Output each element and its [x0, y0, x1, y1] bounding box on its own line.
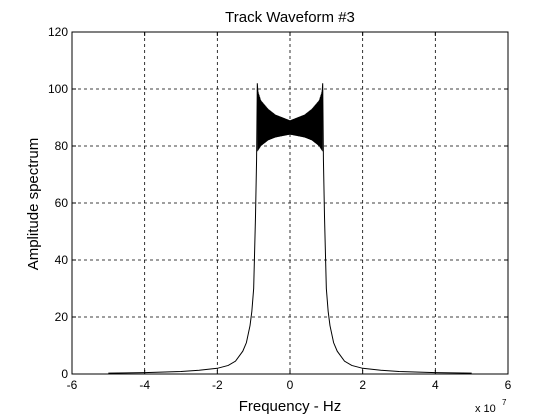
x-tick-label: 4: [432, 378, 439, 392]
y-tick-label: 80: [55, 139, 69, 153]
y-tick-label: 100: [48, 82, 68, 96]
x-tick-label: 0: [287, 378, 294, 392]
x-tick-label: 6: [505, 378, 512, 392]
ripple-band: [256, 88, 324, 152]
y-tick-label: 20: [55, 310, 69, 324]
x-axis-multiplier-exponent: 7: [502, 398, 507, 407]
plot-area: [108, 83, 472, 374]
x-tick-label: -6: [67, 378, 78, 392]
x-axis-label: Frequency - Hz: [239, 398, 342, 415]
x-tick-label: 2: [359, 378, 366, 392]
chart-title: Track Waveform #3: [225, 9, 355, 26]
y-tick-label: 0: [61, 367, 68, 381]
grid-lines: [72, 32, 508, 374]
y-tick-label: 40: [55, 253, 69, 267]
x-tick-label: -2: [212, 378, 223, 392]
x-axis-multiplier: x 10: [475, 403, 496, 415]
y-tick-label: 60: [55, 196, 69, 210]
y-axis-label: Amplitude spectrum: [25, 138, 42, 271]
y-tick-label: 120: [48, 25, 68, 39]
x-tick-label: -4: [139, 378, 150, 392]
spectrum-line: [108, 83, 472, 374]
